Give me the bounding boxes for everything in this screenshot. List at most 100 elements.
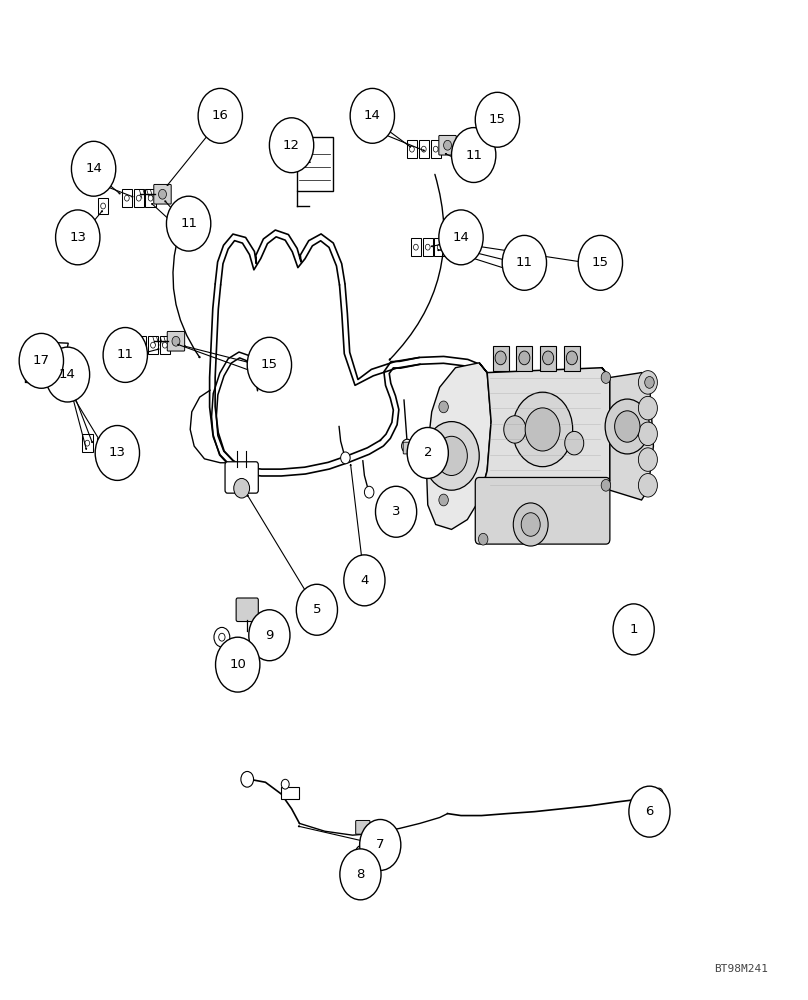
Circle shape [341, 452, 350, 464]
Circle shape [503, 235, 546, 290]
Text: 16: 16 [212, 109, 229, 122]
Circle shape [99, 443, 104, 449]
Bar [145, 189, 156, 207]
Circle shape [478, 533, 488, 545]
Bar [82, 434, 93, 452]
Circle shape [475, 92, 520, 147]
FancyBboxPatch shape [564, 346, 580, 371]
Circle shape [214, 627, 229, 647]
Circle shape [503, 416, 526, 443]
FancyBboxPatch shape [236, 598, 259, 622]
Circle shape [158, 189, 166, 199]
Circle shape [241, 771, 254, 787]
Circle shape [425, 244, 430, 250]
Circle shape [234, 478, 250, 498]
FancyBboxPatch shape [541, 346, 556, 371]
Circle shape [166, 196, 211, 251]
Bar [431, 140, 441, 158]
Circle shape [439, 210, 483, 265]
Circle shape [410, 146, 415, 152]
Circle shape [513, 503, 548, 546]
Circle shape [297, 584, 338, 635]
Polygon shape [26, 341, 68, 384]
FancyBboxPatch shape [225, 462, 259, 493]
Bar [148, 336, 158, 354]
Circle shape [172, 336, 180, 346]
Circle shape [249, 610, 290, 661]
Text: 17: 17 [33, 354, 50, 367]
Circle shape [629, 786, 670, 837]
FancyBboxPatch shape [439, 135, 457, 155]
Bar [423, 238, 433, 256]
Circle shape [103, 328, 147, 382]
Circle shape [281, 779, 289, 789]
Text: 10: 10 [229, 658, 246, 671]
Circle shape [36, 365, 49, 380]
FancyBboxPatch shape [443, 233, 461, 253]
Text: 4: 4 [360, 574, 368, 587]
FancyBboxPatch shape [493, 346, 508, 371]
Bar [136, 336, 146, 354]
Circle shape [645, 377, 654, 388]
Circle shape [45, 347, 90, 402]
Bar [281, 787, 299, 799]
Text: 8: 8 [356, 868, 364, 881]
Bar [406, 140, 417, 158]
Circle shape [495, 351, 506, 365]
Circle shape [422, 146, 426, 152]
Text: 11: 11 [516, 256, 532, 269]
Circle shape [565, 431, 583, 455]
Circle shape [613, 604, 654, 655]
Circle shape [269, 118, 314, 173]
Circle shape [124, 195, 129, 201]
Polygon shape [602, 368, 654, 500]
FancyBboxPatch shape [516, 346, 532, 371]
Bar [97, 438, 107, 454]
Text: 1: 1 [629, 623, 638, 636]
Circle shape [36, 343, 49, 359]
Bar [410, 238, 421, 256]
Circle shape [414, 244, 419, 250]
Circle shape [360, 851, 366, 859]
Circle shape [525, 408, 560, 451]
Bar [122, 189, 132, 207]
Circle shape [638, 396, 658, 420]
Text: 5: 5 [313, 603, 321, 616]
Circle shape [407, 427, 448, 478]
Text: 14: 14 [85, 162, 102, 175]
Polygon shape [426, 363, 491, 529]
Text: 14: 14 [59, 368, 76, 381]
Circle shape [638, 371, 658, 394]
Bar [419, 140, 429, 158]
Circle shape [360, 819, 401, 870]
Text: 11: 11 [117, 348, 134, 361]
Bar [133, 189, 144, 207]
Circle shape [601, 479, 611, 491]
Circle shape [638, 422, 658, 446]
Circle shape [216, 637, 260, 692]
Bar [160, 336, 170, 354]
Circle shape [439, 401, 448, 413]
Polygon shape [479, 363, 610, 500]
Circle shape [402, 439, 413, 453]
Circle shape [198, 88, 242, 143]
Circle shape [579, 235, 622, 290]
FancyBboxPatch shape [167, 331, 185, 351]
FancyBboxPatch shape [154, 184, 171, 204]
Circle shape [19, 333, 64, 388]
Circle shape [512, 392, 573, 467]
Circle shape [519, 351, 530, 365]
Text: 15: 15 [592, 256, 609, 269]
Text: 15: 15 [261, 358, 278, 371]
Circle shape [448, 238, 456, 248]
Text: BT98M241: BT98M241 [714, 964, 768, 974]
Circle shape [350, 88, 394, 143]
FancyBboxPatch shape [403, 442, 411, 454]
Circle shape [423, 422, 479, 490]
Circle shape [452, 128, 496, 182]
Text: 6: 6 [646, 805, 654, 818]
Circle shape [543, 351, 553, 365]
Circle shape [640, 791, 651, 805]
Circle shape [56, 210, 100, 265]
Circle shape [219, 633, 225, 641]
